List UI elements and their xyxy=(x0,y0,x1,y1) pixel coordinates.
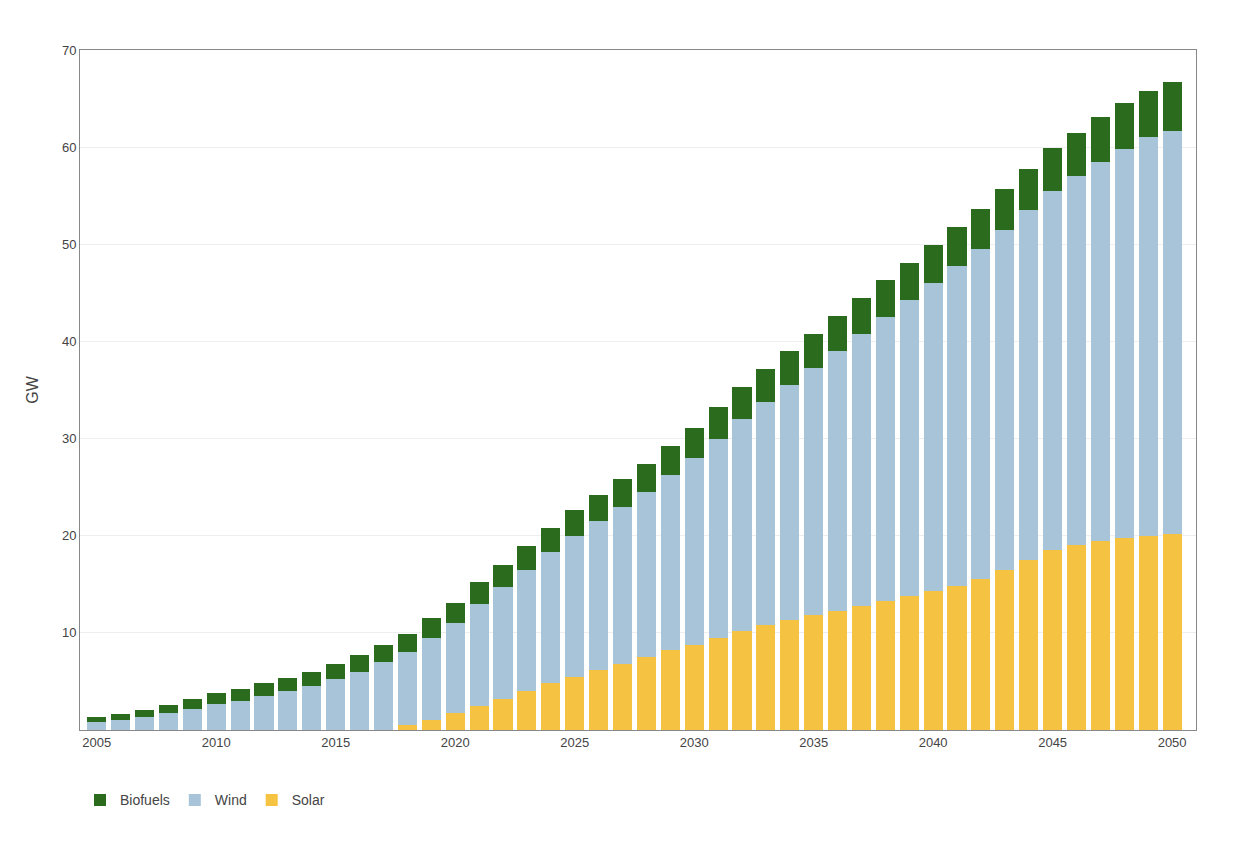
svg-text:Wind: Wind xyxy=(215,792,247,808)
svg-text:50: 50 xyxy=(62,237,76,252)
svg-text:2010: 2010 xyxy=(202,735,231,750)
svg-text:2020: 2020 xyxy=(441,735,470,750)
svg-text:40: 40 xyxy=(62,334,76,349)
svg-text:20: 20 xyxy=(62,528,76,543)
svg-text:10: 10 xyxy=(62,625,76,640)
svg-text:2050: 2050 xyxy=(1158,735,1187,750)
svg-text:60: 60 xyxy=(62,140,76,155)
svg-text:30: 30 xyxy=(62,431,76,446)
svg-text:2015: 2015 xyxy=(321,735,350,750)
svg-text:2035: 2035 xyxy=(799,735,828,750)
svg-text:GW: GW xyxy=(24,375,41,403)
svg-text:2025: 2025 xyxy=(560,735,589,750)
svg-text:2045: 2045 xyxy=(1038,735,1067,750)
svg-text:Solar: Solar xyxy=(292,792,325,808)
svg-text:70: 70 xyxy=(62,43,76,58)
svg-text:2030: 2030 xyxy=(680,735,709,750)
svg-text:2040: 2040 xyxy=(919,735,948,750)
svg-text:2005: 2005 xyxy=(82,735,111,750)
svg-text:Biofuels: Biofuels xyxy=(120,792,170,808)
